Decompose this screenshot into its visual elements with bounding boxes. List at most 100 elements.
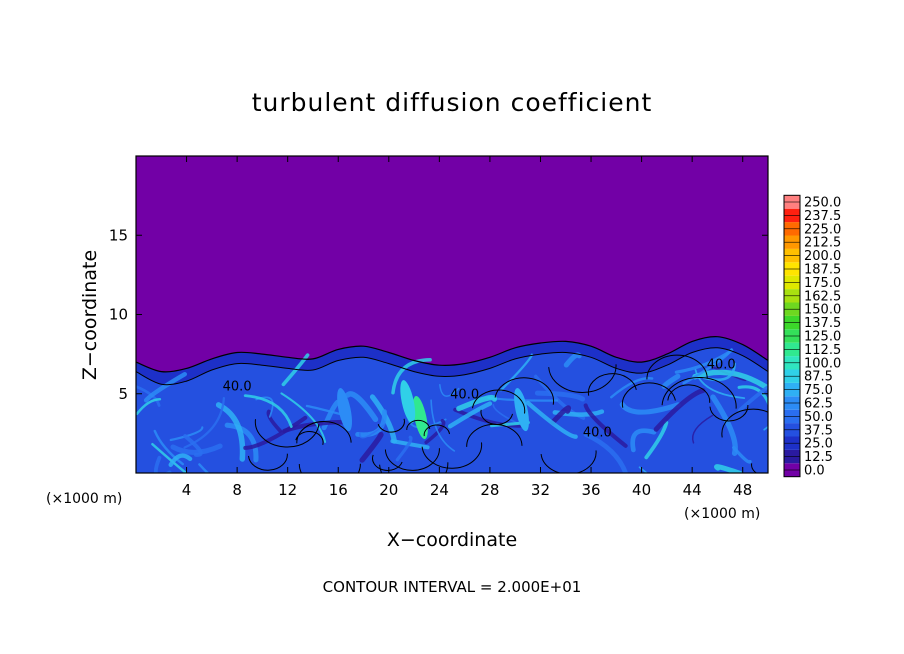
field-streak [638,466,649,473]
contour-line-swirl [494,377,555,405]
x-tick-label: 32 [531,481,550,499]
y-axis-ticks: 5 10 15 [109,226,768,403]
x-tick-label: 36 [581,481,600,499]
contour-line-swirl [406,419,431,431]
x-tick-label: 40 [632,481,651,499]
contour-label: 40.0 [450,388,479,403]
field-streak [183,396,226,449]
colorbar-tick-label: 112.5 [804,343,841,358]
contour-interval-text: CONTOUR INTERVAL = 2.000E+01 [323,578,582,596]
y-tick-label: 5 [118,385,128,403]
x-tick-label: 28 [480,481,499,499]
field-streak [439,383,460,397]
x-tick-label: 20 [379,481,398,499]
field-streak [280,392,327,443]
field-streak [424,418,446,445]
contour-line-swirl [621,382,676,408]
field-streak [583,432,629,473]
field-streak [143,372,187,403]
contour-label: 40.0 [583,426,612,441]
field-streak [732,445,752,464]
field-streak [583,403,628,448]
x-tick-label: 4 [182,481,192,499]
field-streak [266,409,282,433]
colorbar-tick-label: 125.0 [804,330,841,345]
field-streak [563,352,582,368]
contour-line-swirl [295,431,324,446]
colorbar: 0.012.525.037.550.062.575.087.5100.0112.… [783,194,841,479]
field-high-value-region [514,388,529,432]
field-streak [453,407,524,428]
field-streak [224,422,259,463]
colorbar-tick-label: 225.0 [804,222,841,237]
field-streak [369,394,397,444]
field-streak [682,348,733,385]
field-streak [691,414,714,444]
field-streak [644,420,669,460]
field-streak [619,402,681,415]
colorbar-tick-label: 250.0 [804,196,841,211]
contour-label: 40.0 [707,357,736,372]
contour-line-outer [136,336,768,373]
x-tick-label: 12 [278,481,297,499]
x-tick-label: 48 [733,481,752,499]
x-tick-label: 16 [329,481,348,499]
colorbar-tick-label: 200.0 [804,249,841,264]
colorbar-tick-label: 75.0 [804,383,833,398]
field-streak [737,384,768,413]
contour-line-swirl [254,419,320,448]
field-streak [610,376,654,399]
field-streak [183,434,203,457]
contour-line-swirl [548,364,617,393]
contour-line-swirl [372,454,403,471]
colorbar-tick-label: 50.0 [804,410,833,425]
field-streak [153,455,172,473]
colorbar-tick-label: 162.5 [804,289,841,304]
contour-line-swirl [587,373,637,396]
x-unit-label: (×1000 m) [684,506,760,522]
x-tick-label: 44 [683,481,702,499]
contour-line-swirl [540,450,597,473]
field-main-body [136,347,768,473]
contour-line-swirl [248,453,288,471]
field-streak [550,405,572,425]
field-high-value-region [400,380,416,424]
field-high-value-region [337,388,353,432]
field-streak [456,394,498,412]
field-streak [169,426,204,442]
x-axis-label: X−coordinate [387,529,517,551]
field-streak [447,401,493,429]
y-unit-label: (×1000 m) [46,491,122,507]
contour-line-swirl [472,389,526,414]
field-streak [243,394,293,428]
field-streak [153,429,184,466]
field-streak [714,464,743,473]
field-high-value-region [412,395,428,440]
contour-line-inner [136,347,768,386]
diffusion-field: 40.0 40.0 40.0 40.0 [136,336,768,473]
contour-line-swirl [751,463,758,473]
colorbar-tick-label: 37.5 [804,423,833,438]
field-streak [661,373,681,389]
contour-label: 40.0 [223,380,252,395]
field-streak [525,400,578,439]
x-tick-label: 24 [430,481,449,499]
field-streak [395,435,413,462]
x-axis-ticks: 4 8 12 16 20 24 28 32 36 40 44 48 [182,156,752,499]
colorbar-tick-label: 87.5 [804,370,833,385]
contour-line-swirl [646,354,708,380]
contour-line-swirl [480,409,513,425]
field-streak [534,390,586,402]
field-streak [136,397,162,416]
field-streak [168,453,193,467]
colorbar-tick-label: 62.5 [804,397,833,412]
contour-line-swirl [377,418,405,433]
y-axis-label: Z−coordinate [79,250,101,380]
x-tick-label: 8 [232,481,242,499]
field-streak [692,369,768,390]
field-streak [198,463,210,473]
field-streak [492,404,517,424]
colorbar-tick-label: 237.5 [804,209,841,224]
field-streak [737,385,768,407]
colorbar-tick-label: 0.0 [804,464,825,479]
